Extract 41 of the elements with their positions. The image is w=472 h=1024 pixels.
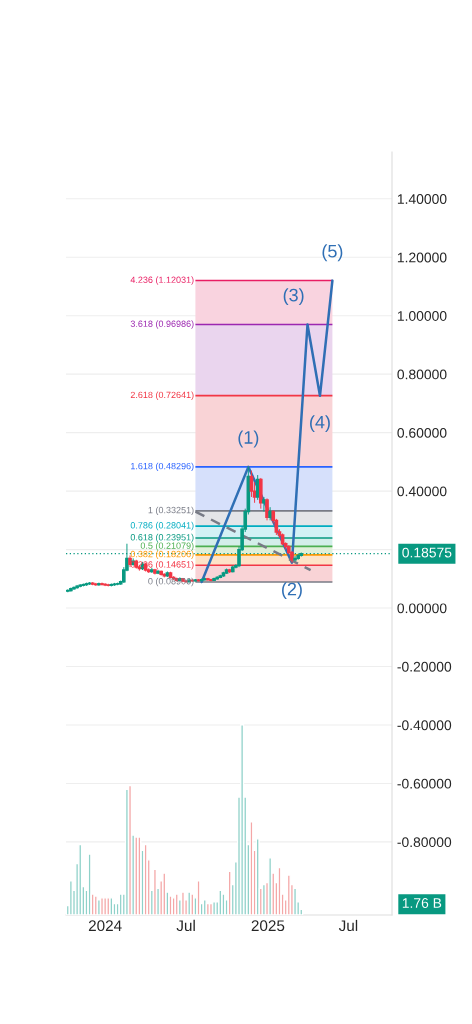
y-tick-label: 0.40000 bbox=[397, 486, 447, 497]
annotation: (4) bbox=[310, 415, 330, 433]
bar bbox=[277, 866, 282, 915]
text: 1.76 B bbox=[402, 898, 442, 908]
y-tick-label: 0.80000 bbox=[397, 369, 447, 380]
ref-line-label: 0.618 (0.23951) bbox=[130, 533, 194, 543]
annotation: (5) bbox=[322, 244, 343, 262]
y-tick-label: 1.40000 bbox=[397, 194, 447, 204]
annotation: (1) bbox=[238, 430, 259, 448]
candlestick bbox=[265, 497, 269, 521]
annotation: (2) bbox=[282, 582, 302, 599]
x-tick-label: 2024 bbox=[88, 920, 122, 932]
ref-line-label: 0.5 (0.21079) bbox=[140, 542, 194, 551]
bar bbox=[249, 821, 254, 915]
candlestick bbox=[258, 477, 263, 510]
ref-line-label: 0.18575 bbox=[402, 547, 452, 558]
ref-line-label: 0.786 (0.28041) bbox=[130, 521, 194, 531]
y-tick-label: 0.00000 bbox=[397, 603, 447, 614]
bar bbox=[221, 893, 226, 915]
ref-line-label: 1 (0.33251) bbox=[148, 506, 194, 516]
bar bbox=[196, 880, 201, 915]
ref-line-label: 0.382 (0.18206) bbox=[130, 550, 194, 560]
ref-line-label: 3.618 (0.96986) bbox=[130, 320, 194, 329]
y-tick-label: -0.60000 bbox=[397, 778, 452, 789]
ref-line-label: 1.618 (0.48296) bbox=[131, 462, 194, 472]
y-tick-label: -0.20000 bbox=[397, 661, 452, 672]
y-tick-label: -0.40000 bbox=[397, 720, 452, 731]
annotation: (3) bbox=[283, 288, 304, 306]
x-tick-label: 2025 bbox=[251, 920, 285, 932]
y-tick-label: 1.00000 bbox=[397, 311, 447, 321]
line-series bbox=[200, 279, 334, 584]
y-tick-label: 1.20000 bbox=[397, 252, 447, 263]
ref-line-label: 0 (0.08906) bbox=[148, 577, 194, 587]
bar bbox=[255, 838, 260, 915]
bar bbox=[87, 853, 92, 915]
y-tick-label: 0.60000 bbox=[397, 427, 447, 438]
x-tick-label: Jul bbox=[338, 919, 358, 932]
ref-line-label: 2.618 (0.72641) bbox=[130, 391, 194, 400]
ref-line-label: 4.236 (1.12031) bbox=[130, 276, 194, 285]
x-tick-label: Jul bbox=[176, 919, 195, 932]
y-tick-label: -0.80000 bbox=[397, 837, 452, 848]
